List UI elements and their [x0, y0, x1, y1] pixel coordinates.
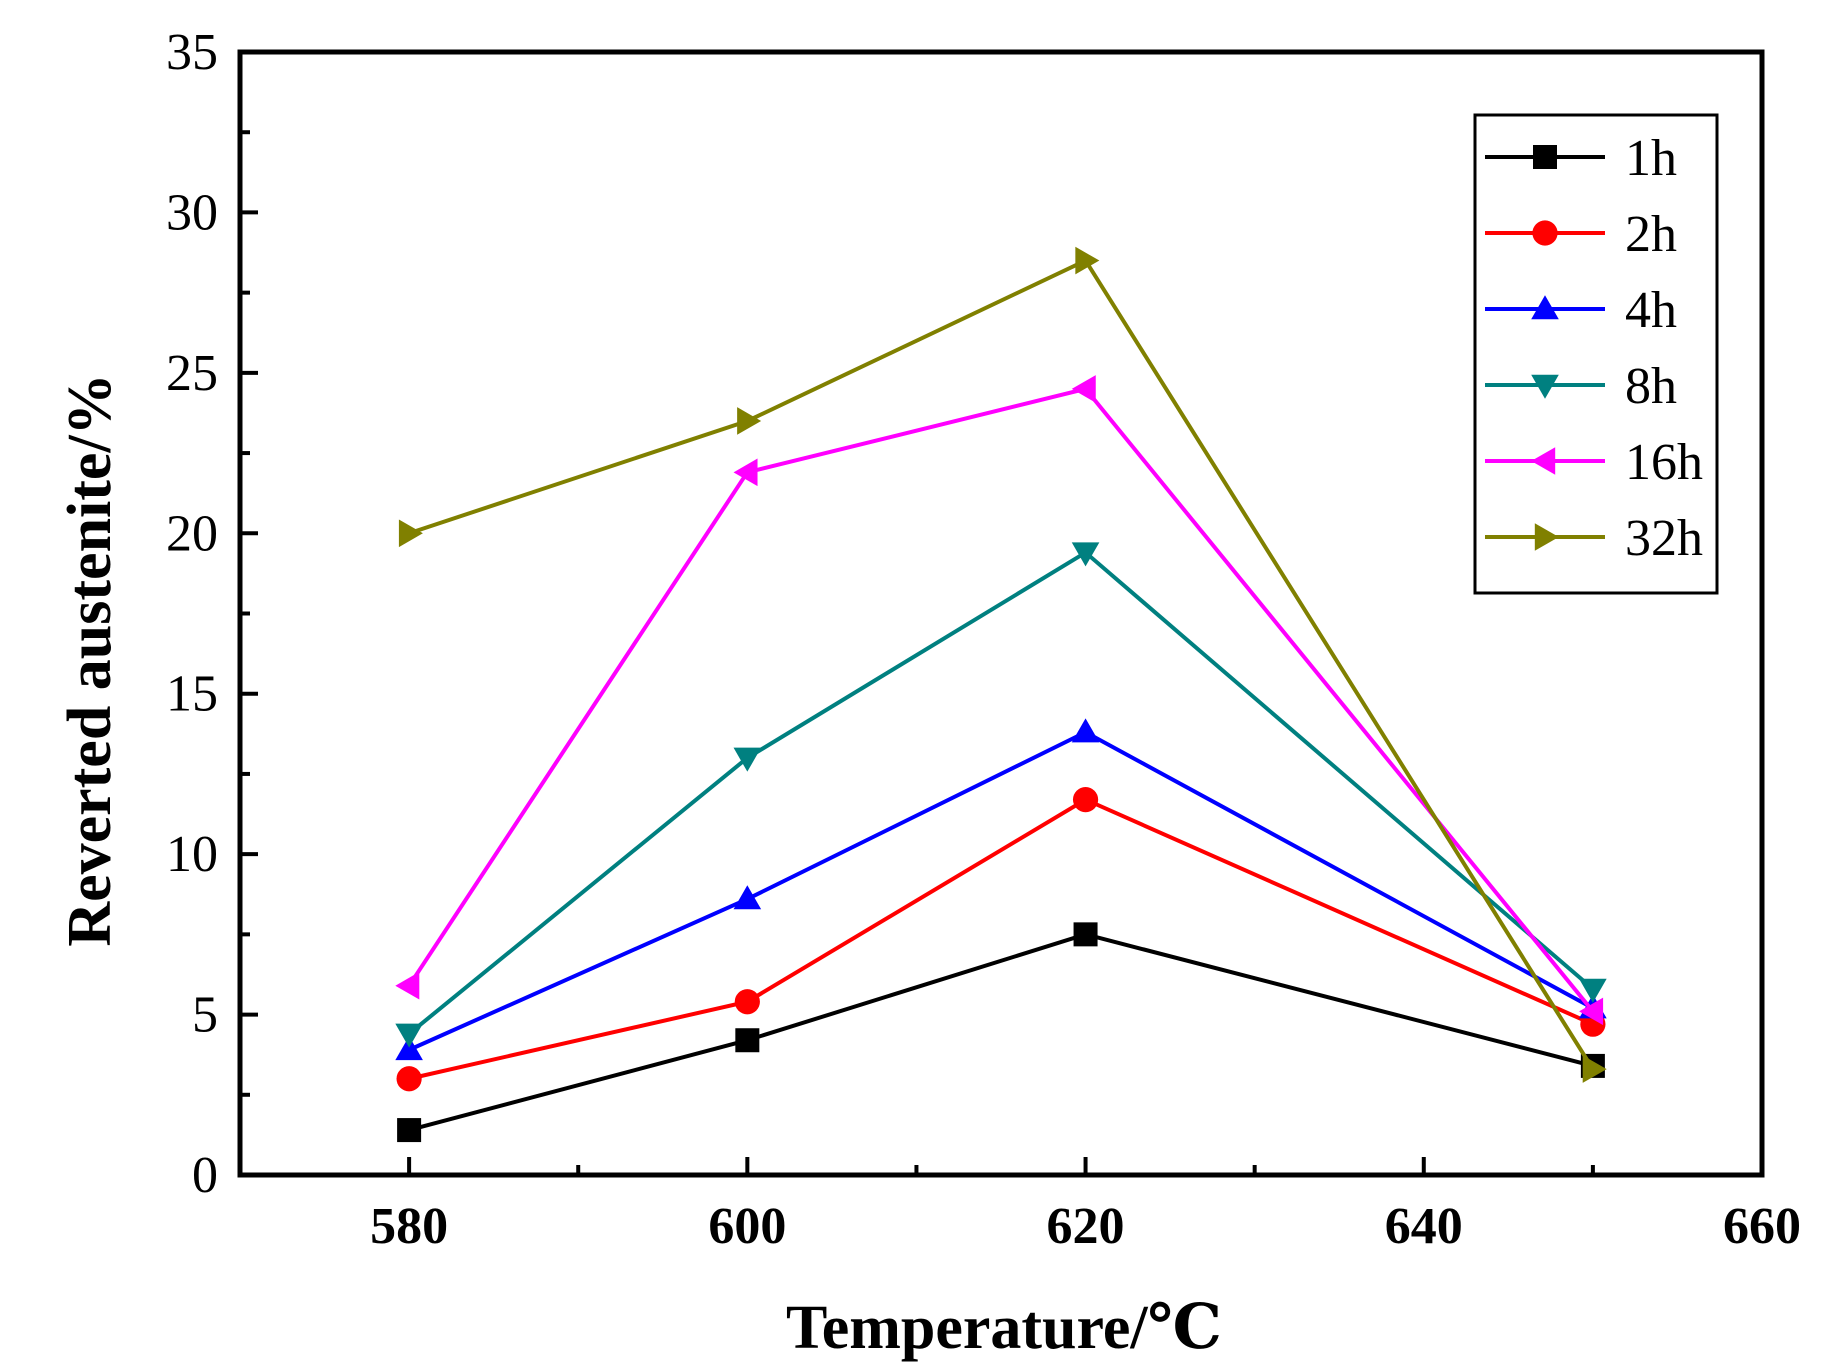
series-line-32h [408, 257, 1595, 1071]
data-point-2h [396, 1066, 422, 1092]
data-point-16h [733, 458, 758, 487]
series-8h [395, 542, 1607, 1048]
legend-marker-8h [1531, 374, 1559, 399]
data-point-8h [1071, 542, 1100, 567]
series-16h [395, 375, 1604, 1026]
data-point-8h [1579, 978, 1607, 1003]
legend-marker-2h [1532, 220, 1558, 246]
data-point-1h [397, 1118, 422, 1143]
legend-label-2h: 2h [1625, 206, 1677, 263]
data-point-16h [395, 971, 420, 1000]
series-line-1h [408, 932, 1594, 1133]
y-tick-label: 0 [192, 1147, 218, 1204]
y-tick-label: 25 [166, 345, 218, 402]
legend-marker-4h [1531, 295, 1559, 320]
legend-box [1473, 113, 1719, 595]
data-point-32h [1582, 1055, 1607, 1083]
data-point-1h [735, 1028, 760, 1053]
series-line-16h [407, 386, 1595, 1013]
legend-label-1h: 1h [1625, 130, 1677, 187]
data-point-2h [1072, 786, 1099, 813]
data-point-4h [395, 1036, 423, 1061]
y-tick-label: 35 [166, 24, 218, 81]
y-tick-label: 5 [192, 987, 218, 1044]
legend-label-8h: 8h [1625, 358, 1677, 415]
series-32h [398, 246, 1607, 1083]
series-line-4h [408, 729, 1594, 1052]
data-point-2h [734, 989, 760, 1015]
data-point-32h [1075, 246, 1100, 275]
x-axis-title: Temperature/℃ [786, 1294, 1222, 1362]
axes: 0 5 10 15 20 25 30 35 580 600 620 640 660 [166, 24, 1801, 1255]
legend-label-4h: 4h [1625, 282, 1677, 339]
data-point-8h [733, 747, 762, 772]
legend-label-32h: 32h [1625, 510, 1703, 567]
x-tick-label: 580 [370, 1198, 448, 1255]
y-axis-title: Reverted austenite/% [56, 373, 124, 946]
y-tick-label: 30 [166, 184, 218, 241]
series-layer [395, 246, 1607, 1143]
x-tick-label: 640 [1385, 1198, 1463, 1255]
y-tick-label: 15 [166, 666, 218, 723]
data-point-4h [1071, 718, 1100, 743]
data-point-16h [1071, 375, 1096, 403]
legend: 1h 2h 4h 8h 16h 32h [1473, 113, 1719, 595]
legend-marker-32h [1534, 523, 1559, 551]
legend-label-16h: 16h [1625, 434, 1703, 491]
series-line-8h [407, 550, 1595, 1036]
x-tick-label: 600 [708, 1198, 786, 1255]
data-point-32h [398, 519, 423, 548]
series-line-2h [408, 797, 1594, 1081]
data-point-4h [733, 885, 762, 910]
x-tick-label: 620 [1047, 1198, 1125, 1255]
y-tick-label: 10 [166, 826, 218, 883]
data-point-32h [737, 407, 762, 435]
legend-marker-1h [1533, 145, 1557, 169]
legend-marker-16h [1531, 447, 1556, 475]
data-point-1h [1073, 922, 1098, 947]
data-point-16h [1579, 997, 1604, 1026]
series-2h [396, 786, 1606, 1092]
y-tick-label: 20 [166, 505, 218, 562]
x-tick-label: 660 [1723, 1198, 1801, 1255]
data-point-8h [395, 1023, 423, 1048]
